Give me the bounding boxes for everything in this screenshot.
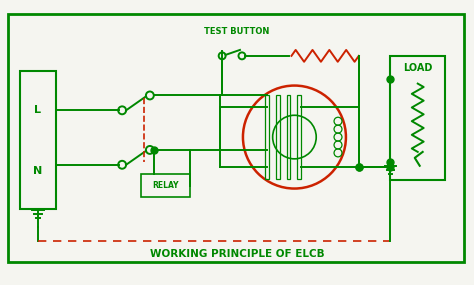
Circle shape (219, 52, 226, 59)
Bar (8, 14, 464, 262)
Text: WORKING PRINCIPLE OF ELCB: WORKING PRINCIPLE OF ELCB (150, 249, 324, 259)
Bar (297, 95, 301, 179)
Bar (20, 71, 56, 209)
Bar (264, 95, 269, 179)
Text: L: L (35, 105, 41, 115)
Text: LOAD: LOAD (403, 63, 432, 73)
Circle shape (146, 146, 154, 154)
Bar (391, 56, 445, 180)
Text: N: N (33, 166, 43, 176)
Text: TEST BUTTON: TEST BUTTON (204, 27, 270, 36)
Circle shape (146, 91, 154, 99)
Bar (275, 95, 280, 179)
Bar (141, 174, 191, 198)
Text: RELAY: RELAY (153, 181, 179, 190)
Circle shape (118, 161, 126, 169)
Bar (286, 95, 291, 179)
Circle shape (238, 52, 246, 59)
Circle shape (118, 106, 126, 114)
